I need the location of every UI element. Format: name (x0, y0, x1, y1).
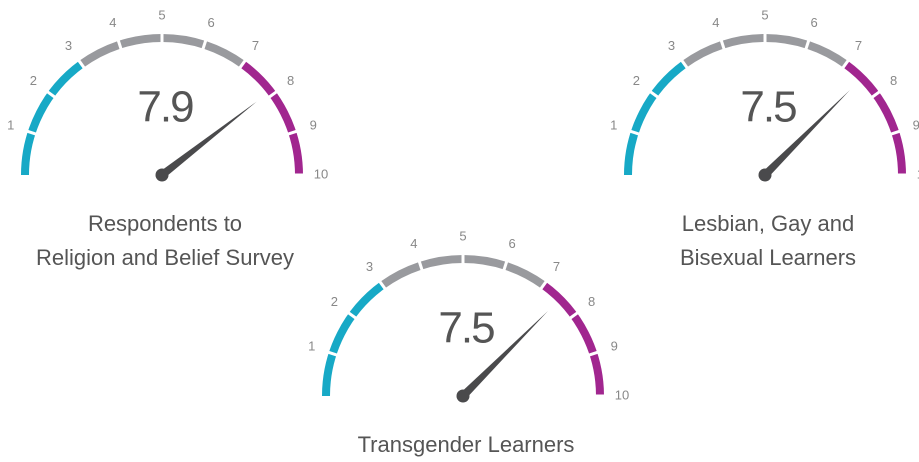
tick-label: 10 (917, 166, 919, 181)
tick-label: 6 (509, 236, 516, 251)
gauge: 1 2 3 4 5 6 7 8 9 10 7.5 Transgender Learners (308, 228, 629, 456)
tick-mark (286, 129, 299, 136)
value-label: 7.9 (137, 83, 193, 132)
needle-hub (758, 168, 772, 182)
gauge-title: Lesbian, Gay and (682, 211, 854, 236)
tick-mark (237, 58, 248, 70)
tick-label: 7 (553, 259, 560, 274)
tick-mark (587, 350, 600, 357)
tick-label: 2 (30, 73, 37, 88)
gauge-band (843, 60, 906, 176)
tick-label: 8 (890, 73, 897, 88)
tick-label: 10 (615, 387, 629, 402)
tick-label: 1 (308, 338, 315, 353)
tick-label: 5 (761, 7, 768, 22)
gauge: 1 2 3 4 5 6 7 8 9 10 7.5 Lesbian, Gay and Bisexual L… (610, 7, 919, 269)
needle (762, 90, 850, 178)
tick-label: 10 (314, 166, 328, 181)
tick-label: 6 (208, 15, 215, 30)
tick-label: 2 (331, 294, 338, 309)
gauge-title: Bisexual Learners (680, 245, 856, 270)
tick-label: 9 (310, 117, 317, 132)
tick-label: 3 (668, 38, 675, 53)
tick-label: 1 (7, 117, 14, 132)
tick-label: 1 (610, 117, 617, 132)
gauge-title: Respondents to (88, 211, 242, 236)
tick-mark (538, 279, 549, 291)
tick-mark (116, 38, 123, 51)
gauge-band (21, 60, 84, 176)
tick-mark (648, 89, 660, 100)
tick-label: 7 (252, 38, 259, 53)
gauge-band (240, 60, 303, 176)
tick-mark (870, 89, 882, 100)
gauge-title: Transgender Learners (358, 432, 575, 457)
needle-hub (456, 389, 470, 403)
tick-mark (377, 279, 388, 291)
needle (159, 101, 257, 179)
tick-mark (326, 350, 339, 357)
gauge-band (322, 281, 385, 397)
tick-mark (840, 58, 851, 70)
tick-mark (25, 129, 38, 136)
tick-mark (45, 89, 57, 100)
tick-mark (267, 89, 279, 100)
tick-label: 5 (158, 7, 165, 22)
tick-mark (76, 58, 87, 70)
tick-mark (719, 38, 726, 51)
tick-mark (804, 38, 811, 51)
tick-label: 7 (855, 38, 862, 53)
gauge: 1 2 3 4 5 6 7 8 9 10 7.9 Respondents to Religion and… (7, 7, 328, 269)
tick-label: 4 (712, 15, 719, 30)
needle-hub (155, 168, 169, 182)
gauge-band (541, 281, 604, 397)
tick-label: 3 (366, 259, 373, 274)
needle (460, 311, 548, 399)
tick-mark (628, 129, 641, 136)
tick-label: 5 (459, 228, 466, 243)
tick-label: 2 (633, 73, 640, 88)
tick-label: 8 (287, 73, 294, 88)
tick-label: 4 (109, 15, 116, 30)
tick-mark (346, 310, 358, 321)
tick-mark (502, 259, 509, 272)
tick-label: 9 (611, 338, 618, 353)
tick-label: 9 (913, 117, 919, 132)
gauge-title: Religion and Belief Survey (36, 245, 294, 270)
value-label: 7.5 (438, 304, 494, 353)
tick-label: 8 (588, 294, 595, 309)
gauge-band (624, 60, 687, 176)
tick-label: 6 (811, 15, 818, 30)
tick-mark (679, 58, 690, 70)
tick-mark (201, 38, 208, 51)
tick-label: 4 (410, 236, 417, 251)
tick-label: 3 (65, 38, 72, 53)
value-label: 7.5 (740, 83, 796, 132)
tick-mark (568, 310, 580, 321)
tick-mark (417, 259, 424, 272)
tick-mark (889, 129, 902, 136)
